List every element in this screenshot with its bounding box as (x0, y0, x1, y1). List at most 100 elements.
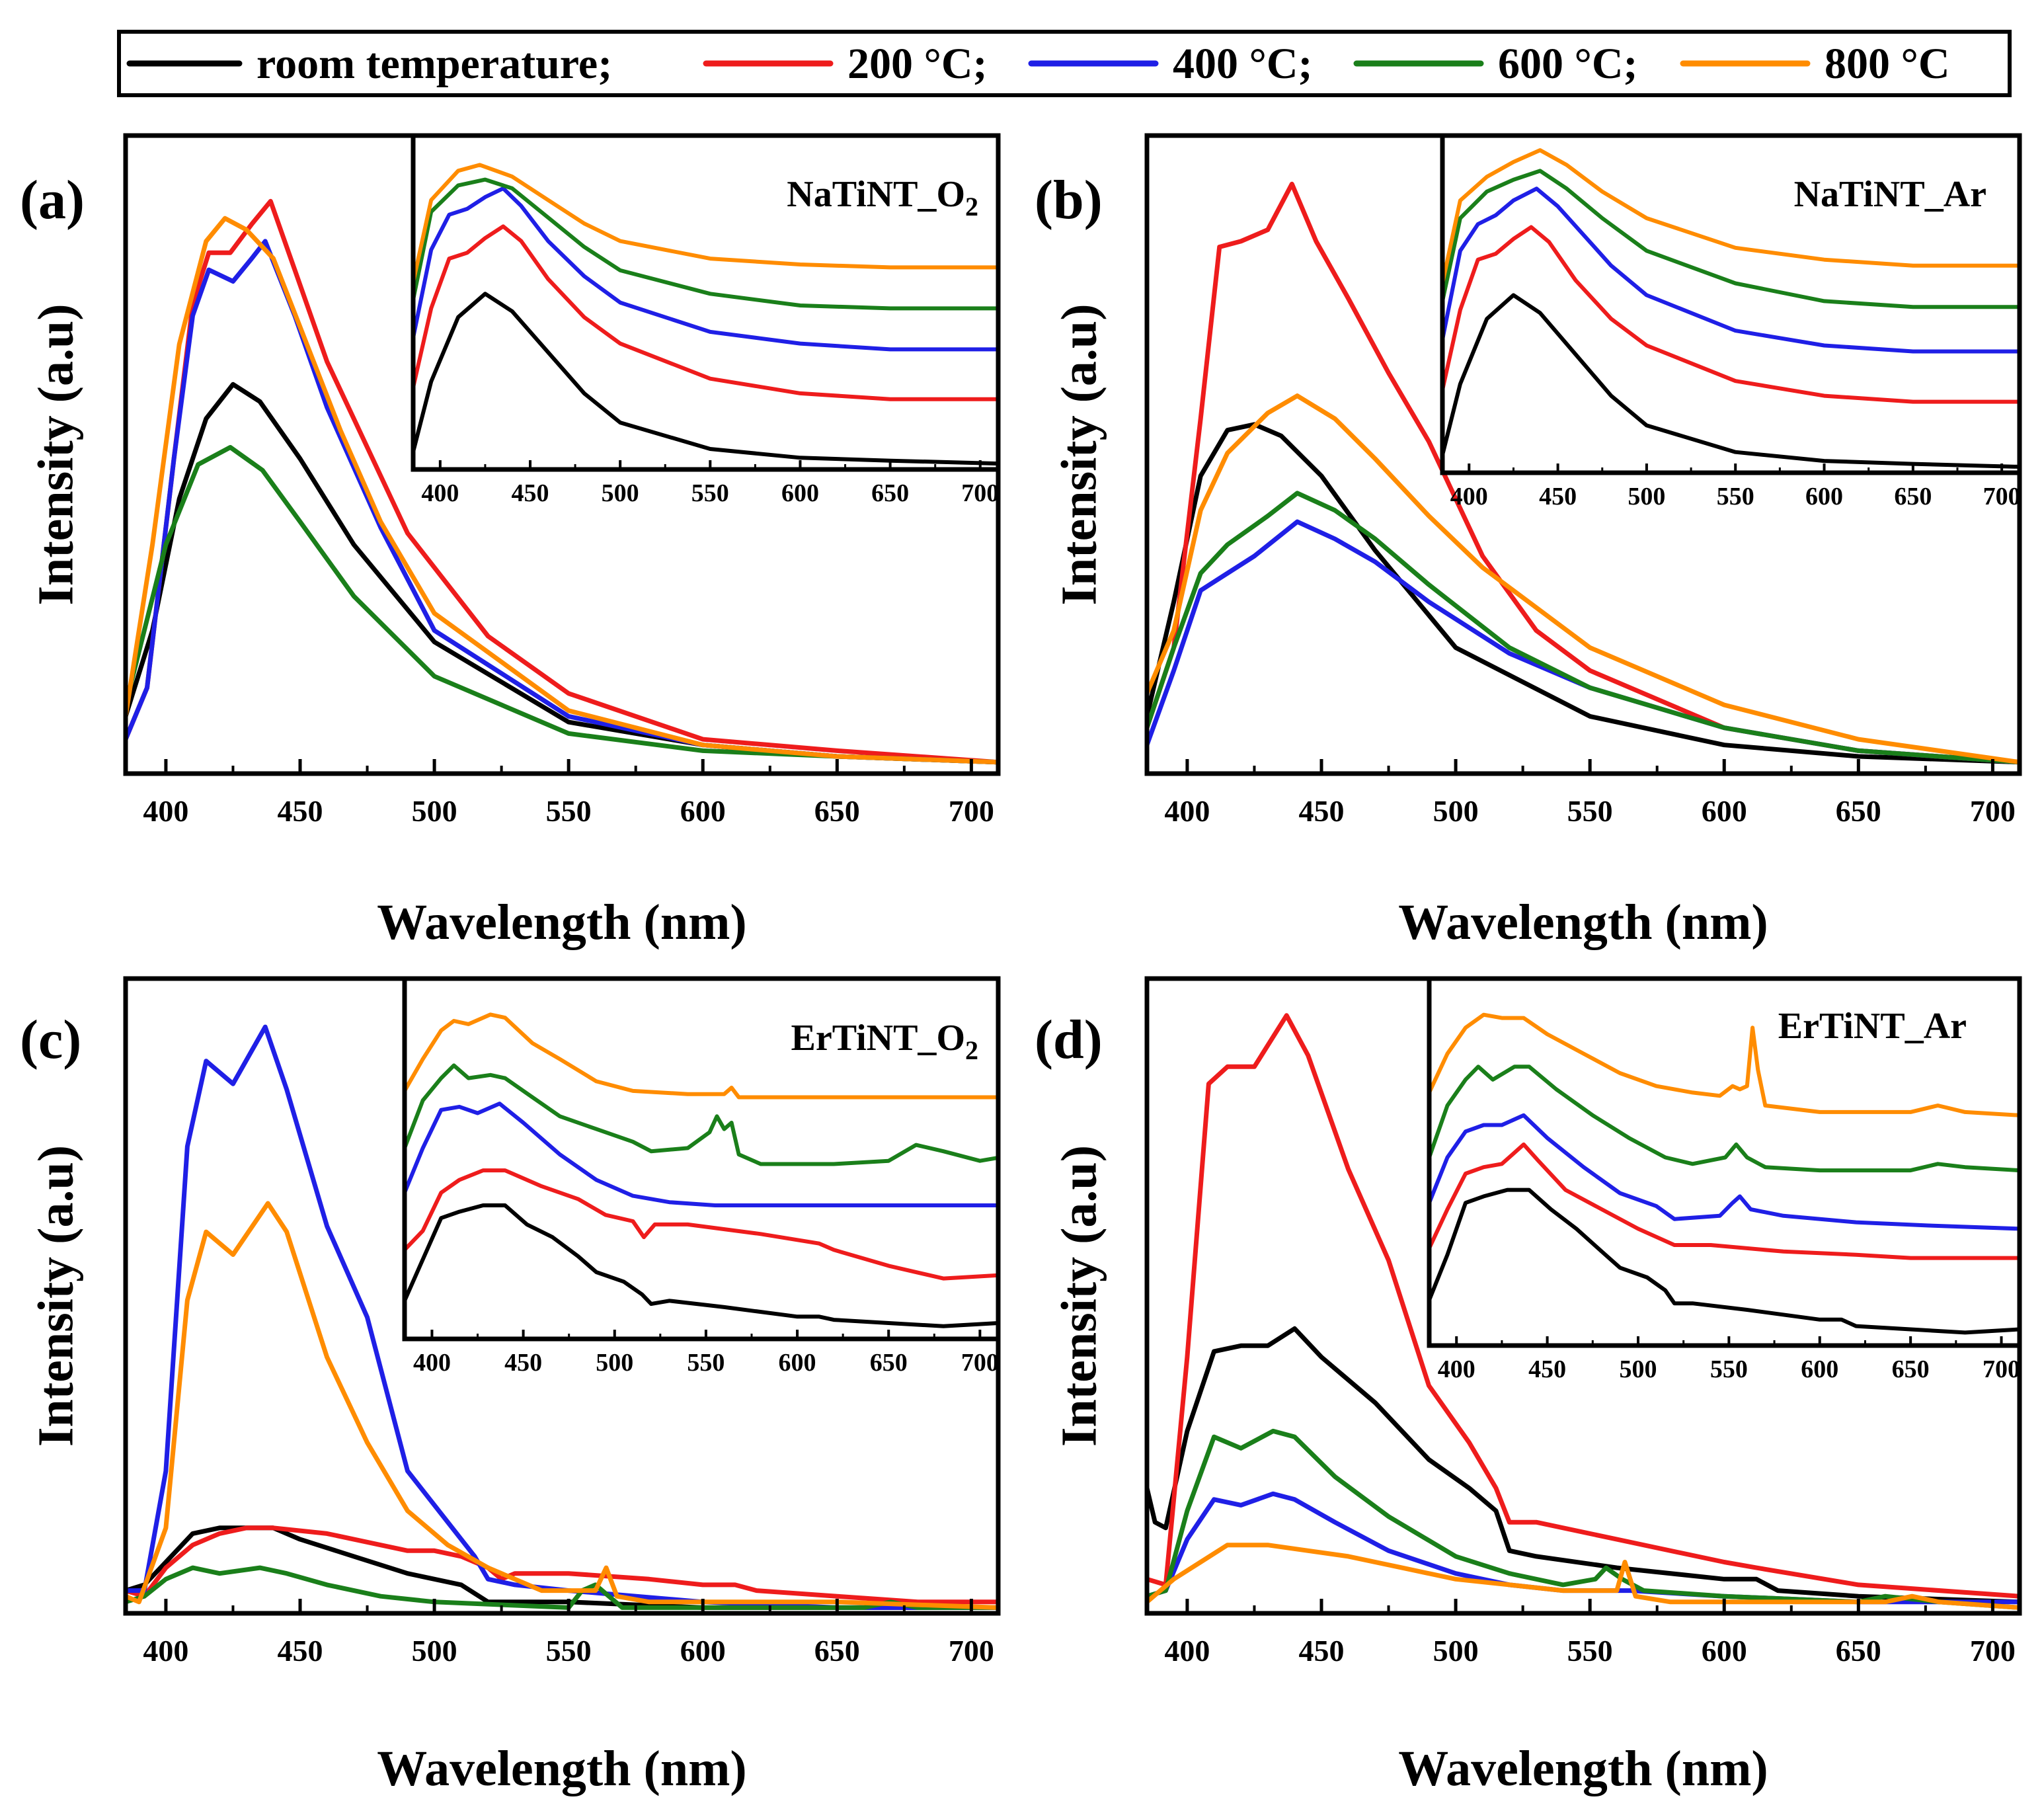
panel-3-inset-tick-label-5: 650 (1892, 1355, 1930, 1383)
panel-2-inset-series-0 (403, 1203, 1000, 1328)
panel-0-tick-label-3: 550 (546, 794, 592, 828)
panel-2-inset: 400 450 500 550 600 650 700 ErTiNT_O2 (402, 976, 1001, 1377)
panel-1-inset-tick-label-1: 450 (1539, 483, 1577, 510)
panel-3-inset-tick-label-0: 400 (1438, 1355, 1475, 1383)
panel-2-tick-label-6: 700 (949, 1634, 994, 1668)
panel-3: 400 450 500 550 600 650 700 400 450 500 550 600 650 7… (1035, 976, 2022, 1796)
panel-3-inset-tick-label-3: 550 (1710, 1355, 1748, 1383)
panel-2-inset-tick-label-3: 550 (687, 1349, 725, 1377)
panel-1-inset-tick-label-4: 600 (1805, 483, 1843, 510)
panel-3-xlabel: Wavelength (nm) (1398, 1741, 1768, 1796)
panel-2-xlabel: Wavelength (nm) (377, 1741, 746, 1796)
panel-2: 400 450 500 550 600 650 700 400 450 500 550 600 650 7… (20, 976, 1001, 1796)
panel-2-inset-series-1 (403, 1168, 1000, 1281)
panel-1-tick-label-1: 450 (1299, 794, 1345, 828)
panel-2-tick-label-3: 550 (546, 1634, 592, 1668)
legend-label-1: 200 °C; (847, 40, 988, 88)
panel-0-inset-frame (411, 133, 1001, 472)
panel-2-inset-tick-label-5: 650 (870, 1349, 908, 1377)
panel-1-inset: 400 450 500 550 600 650 700 NaTiNT_Ar (1440, 133, 2022, 510)
panel-0-inset-series-3 (411, 177, 1000, 311)
panel-0-ylabel: Intensity (a.u) (28, 303, 83, 605)
panel-2-inset-tick-label-6: 700 (961, 1349, 999, 1377)
panel-3-inset-frame (1427, 976, 2022, 1348)
panel-1-inset-series-0 (1440, 293, 2022, 469)
panel-1-tick-label-3: 550 (1567, 794, 1613, 828)
panel-1-tick-label-5: 650 (1836, 794, 1881, 828)
panel-3-inset-axes (1427, 976, 2022, 1348)
legend-label-2: 400 °C; (1173, 40, 1313, 88)
legend-label-0: room temperature; (256, 40, 612, 88)
panel-2-tick-label-2: 500 (412, 1634, 457, 1668)
panel-3-inset-tick-label-1: 450 (1528, 1355, 1566, 1383)
panel-1-label: (b) (1035, 169, 1103, 231)
panel-3-inset-series-0 (1427, 1188, 2022, 1335)
panel-2-series-0 (123, 1525, 1001, 1610)
panel-1-inset-tick-label-3: 550 (1717, 483, 1754, 510)
panel-3-inset-series-4 (1427, 1012, 2022, 1117)
panel-3-tick-label-3: 550 (1567, 1634, 1613, 1668)
panel-2-inset-series-2 (403, 1102, 1000, 1207)
panel-1-tick-label-4: 600 (1702, 794, 1747, 828)
panel-3-series-1 (1144, 1013, 2022, 1599)
panel-2-inset-series-3 (403, 1063, 1000, 1166)
panel-0-inset-series-1 (411, 224, 1000, 401)
panel-0-inset-tick-label-4: 600 (781, 479, 819, 507)
panel-2-tick-label-5: 650 (814, 1634, 860, 1668)
panel-1-inset-tick-label-5: 650 (1894, 483, 1932, 510)
panel-2-series-1 (123, 1525, 1001, 1605)
panel-2-inset-tick-label-0: 400 (413, 1349, 451, 1377)
panel-0-tick-label-4: 600 (680, 794, 726, 828)
panel-2-ylabel: Intensity (a.u) (28, 1145, 83, 1447)
panel-3-inset-tick-label-6: 700 (1983, 1355, 2020, 1383)
panel-1-inset-title: NaTiNT_Ar (1794, 174, 1986, 215)
panel-2-inset-tick-label-4: 600 (779, 1349, 816, 1377)
panel-3-tick-label-5: 650 (1836, 1634, 1881, 1668)
panel-3-inset-series-3 (1427, 1065, 2022, 1173)
panel-0-inset-title: NaTiNT_O2 (787, 174, 978, 222)
panel-3-label: (d) (1035, 1009, 1103, 1070)
panel-0-xlabel: Wavelength (nm) (377, 895, 746, 950)
panel-0-label: (a) (20, 169, 85, 231)
panel-0-inset-tick-label-3: 550 (691, 479, 729, 507)
panel-1-inset-series-4 (1440, 148, 2022, 286)
panel-1-tick-label-6: 700 (1970, 794, 2016, 828)
panel-0-inset-tick-label-1: 450 (512, 479, 549, 507)
panel-0-inset-series-4 (411, 163, 1000, 284)
panel-0-tick-label-1: 450 (278, 794, 323, 828)
panel-3-tick-label-6: 700 (1970, 1634, 2016, 1668)
panel-2-inset-tick-label-2: 500 (596, 1349, 633, 1377)
panel-1-series-3 (1144, 491, 2022, 765)
panel-0-inset-tick-label-5: 650 (871, 479, 909, 507)
panel-3-tick-label-0: 400 (1164, 1634, 1210, 1668)
panels: 400 450 500 550 600 650 700 400 450 500 550 600 650 7… (20, 133, 2022, 1796)
panel-0: 400 450 500 550 600 650 700 400 450 500 550 600 650 7… (20, 133, 1001, 950)
panel-0-inset-tick-label-0: 400 (421, 479, 459, 507)
panel-3-inset: 400 450 500 550 600 650 700 ErTiNT_Ar (1427, 976, 2022, 1383)
panel-1-inset-frame (1440, 133, 2022, 475)
panel-0-series-3 (123, 445, 1001, 765)
panel-1-series-4 (1144, 393, 2022, 765)
panel-3-inset-tick-label-4: 600 (1801, 1355, 1838, 1383)
panel-0-series-4 (123, 216, 1001, 765)
panel-2-tick-label-4: 600 (680, 1634, 726, 1668)
panel-1-inset-series-2 (1440, 186, 2022, 354)
panel-3-inset-title: ErTiNT_Ar (1778, 1006, 1967, 1047)
panel-2-tick-label-0: 400 (143, 1634, 188, 1668)
panel-2-inset-title: ErTiNT_O2 (791, 1018, 978, 1065)
panel-0-inset-series-2 (411, 186, 1000, 352)
panel-1-inset-tick-label-0: 400 (1450, 483, 1488, 510)
panel-0-tick-label-5: 650 (814, 794, 860, 828)
panel-2-inset-series-4 (403, 1012, 1000, 1100)
panel-1-series-0 (1144, 422, 2022, 765)
panel-0-tick-label-2: 500 (412, 794, 457, 828)
panel-2-tick-label-1: 450 (278, 1634, 323, 1668)
panel-3-tick-label-1: 450 (1299, 1634, 1345, 1668)
panel-1-tick-label-2: 500 (1433, 794, 1479, 828)
panel-2-inset-tick-label-1: 450 (504, 1349, 542, 1377)
panel-2-label: (c) (20, 1009, 81, 1070)
panel-2-series-4 (123, 1201, 1001, 1610)
panel-3-inset-series-1 (1427, 1142, 2022, 1260)
panel-1-series-1 (1144, 181, 2022, 765)
panel-1-inset-series-1 (1440, 225, 2022, 404)
